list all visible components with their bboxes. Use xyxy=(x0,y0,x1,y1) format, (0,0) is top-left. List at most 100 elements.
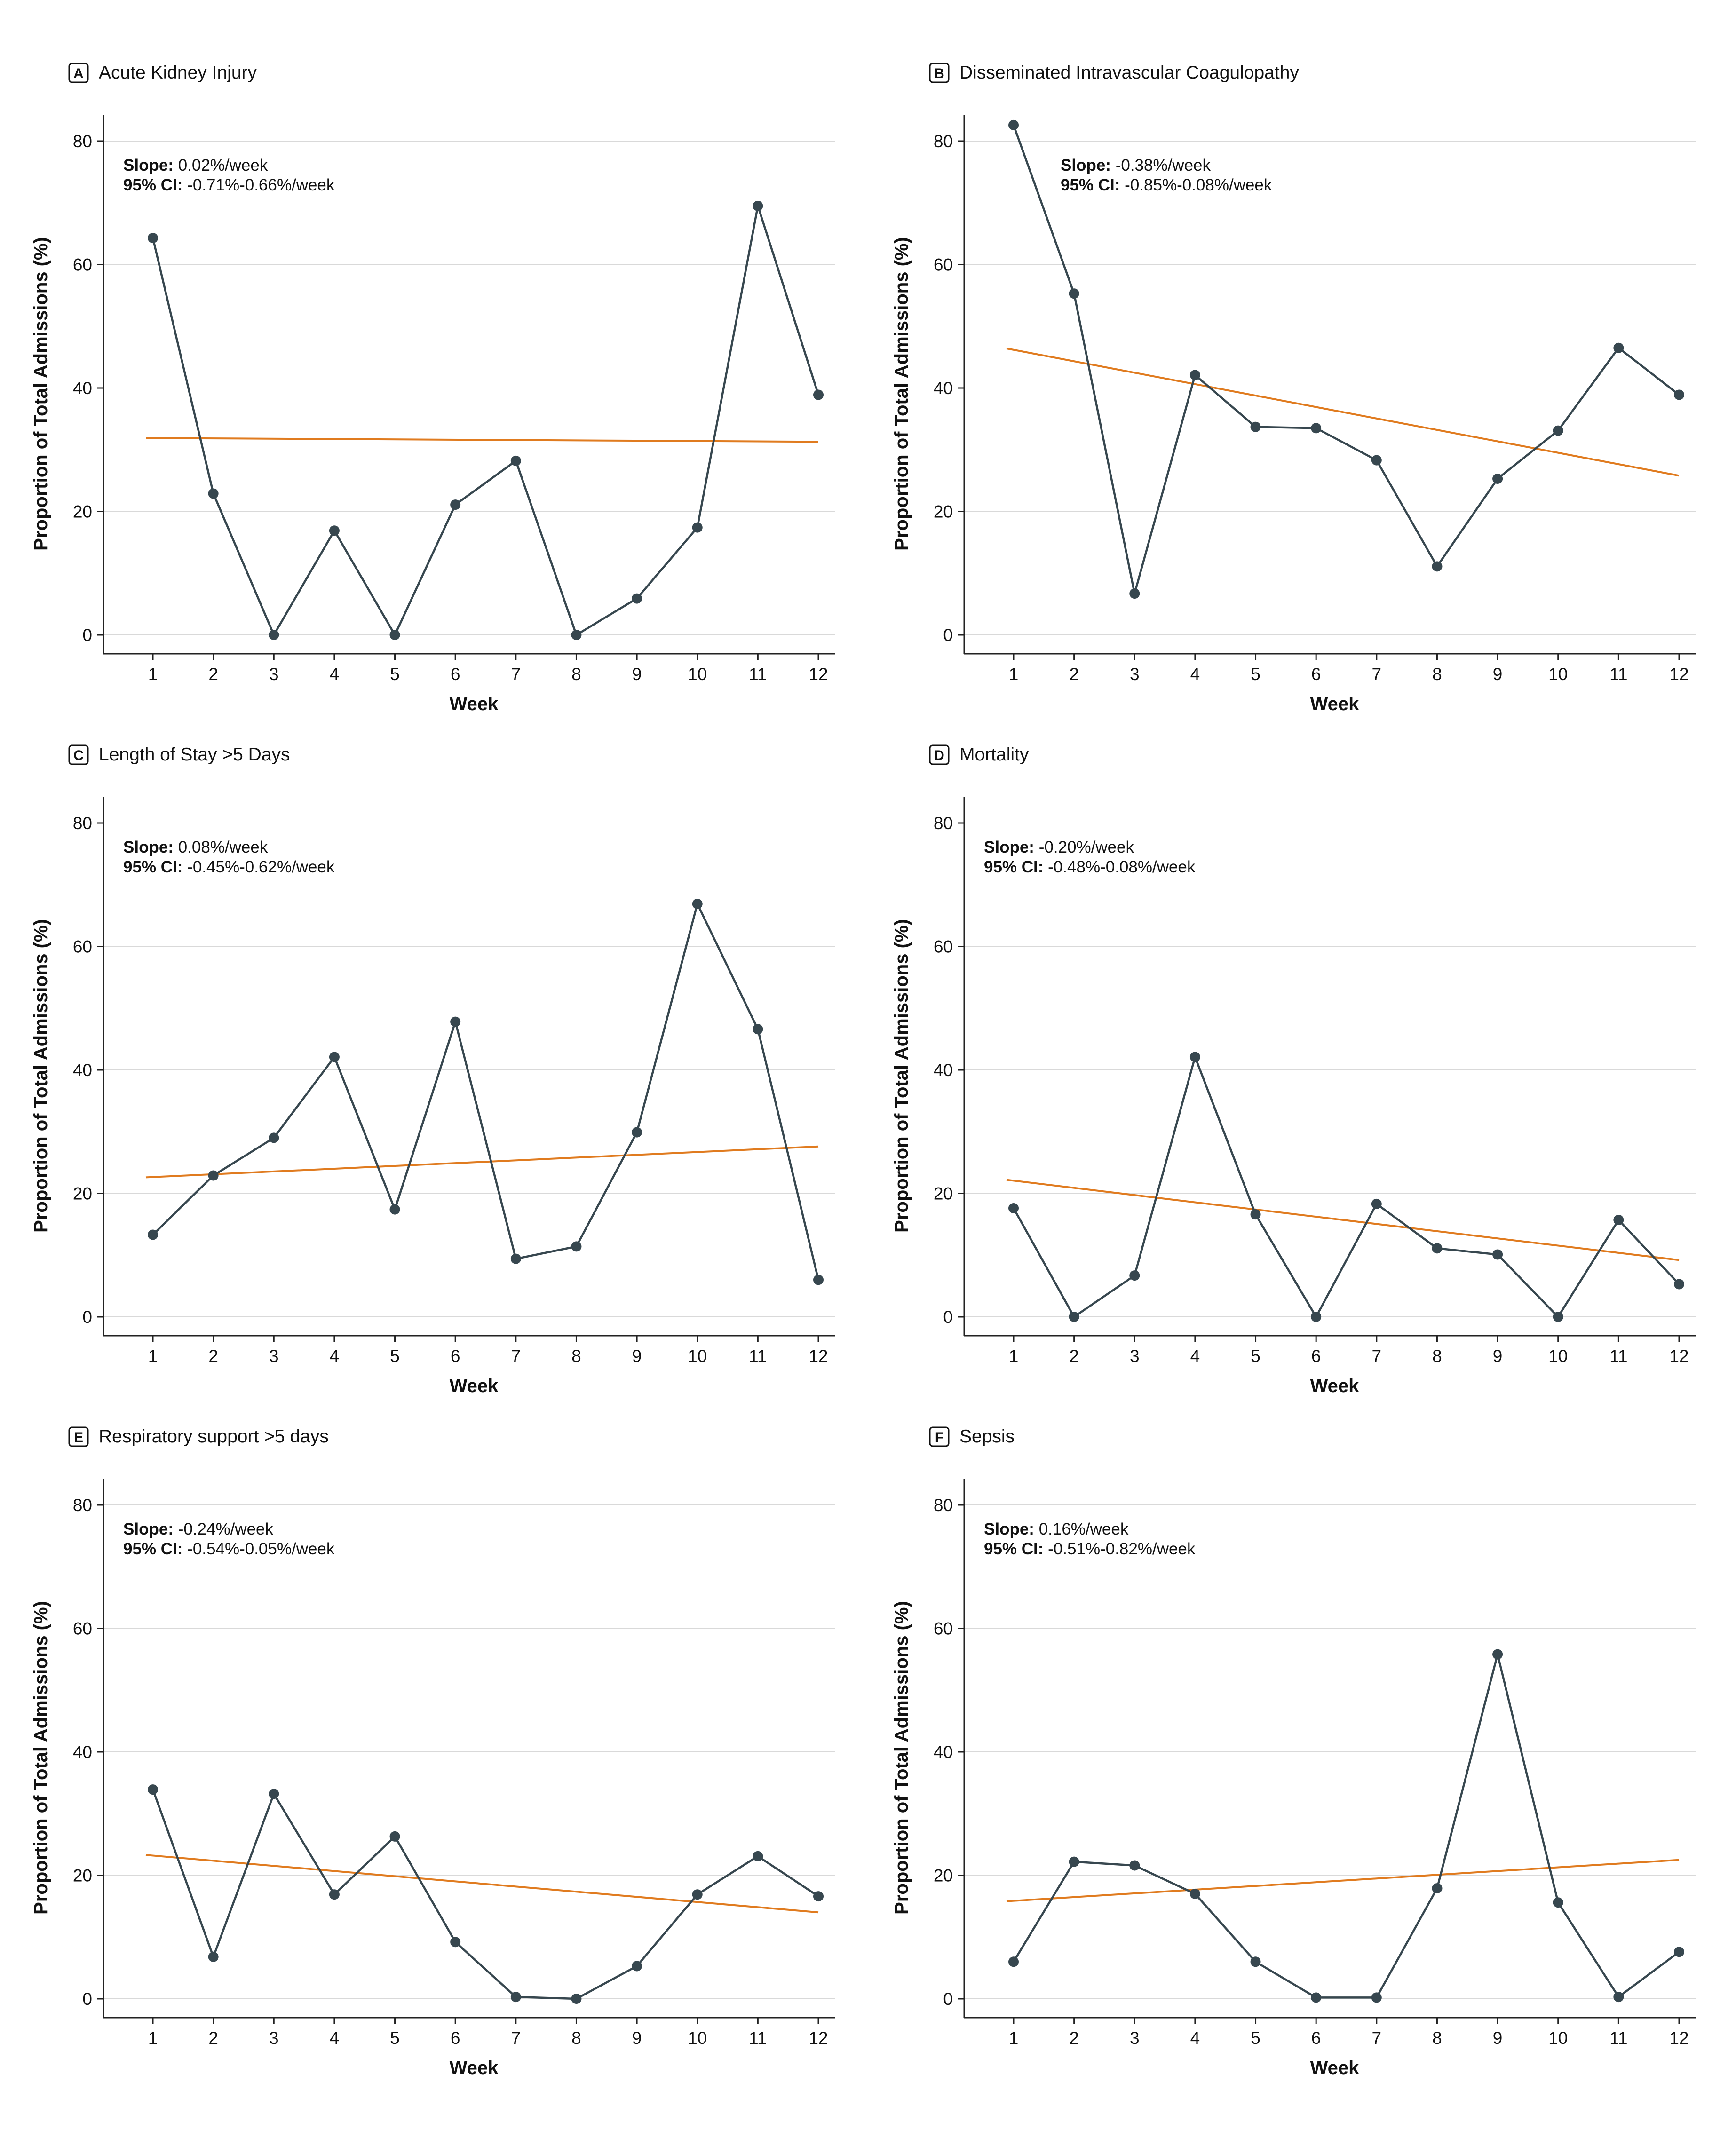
data-point xyxy=(1311,423,1322,434)
panel-letter: D xyxy=(934,748,944,763)
panel-title: Disseminated Intravascular Coagulopathy xyxy=(959,63,1299,83)
data-point xyxy=(389,1831,400,1842)
y-tick-label: 0 xyxy=(82,1307,92,1327)
ci-label: 95% CI: xyxy=(1061,176,1120,194)
slope-label: Slope: xyxy=(123,156,174,174)
x-tick-label: 12 xyxy=(1669,665,1688,684)
slope-annotation: Slope: 0.16%/week xyxy=(984,1520,1129,1538)
data-point xyxy=(1008,1956,1019,1967)
y-tick-label: 60 xyxy=(73,255,92,275)
data-point xyxy=(450,1016,461,1027)
x-axis-label: Week xyxy=(1310,2058,1360,2078)
data-point xyxy=(1008,119,1019,130)
data-point xyxy=(329,525,340,536)
data-point xyxy=(1069,1312,1079,1322)
slope-label: Slope: xyxy=(1061,156,1111,174)
x-tick-label: 5 xyxy=(390,665,400,684)
data-point xyxy=(571,630,582,640)
data-point xyxy=(1250,1956,1261,1967)
y-tick-label: 0 xyxy=(943,626,953,645)
x-tick-label: 11 xyxy=(1609,1346,1627,1366)
x-tick-label: 10 xyxy=(1548,665,1568,684)
ci-label: 95% CI: xyxy=(123,176,182,194)
data-point xyxy=(1129,1270,1140,1281)
y-tick-label: 80 xyxy=(934,1496,953,1515)
data-point xyxy=(1371,455,1382,466)
data-point xyxy=(269,630,279,640)
x-tick-label: 12 xyxy=(809,1346,828,1366)
y-tick-label: 20 xyxy=(934,1866,953,1885)
data-point xyxy=(450,499,461,510)
x-tick-label: 3 xyxy=(269,665,279,684)
x-tick-label: 8 xyxy=(571,1346,581,1366)
ci-annotation: 95% CI: -0.54%-0.05%/week xyxy=(123,1540,335,1558)
x-tick-label: 10 xyxy=(688,665,707,684)
y-tick-label: 60 xyxy=(934,937,953,957)
x-tick-label: 12 xyxy=(1669,2028,1688,2048)
slope-value: -0.24%/week xyxy=(178,1520,274,1538)
data-point xyxy=(1613,1214,1624,1225)
y-tick-label: 80 xyxy=(73,132,92,151)
ci-value: -0.45%-0.62%/week xyxy=(187,858,335,876)
data-point xyxy=(1674,389,1684,400)
data-point xyxy=(753,1024,763,1035)
data-point xyxy=(813,1275,824,1285)
x-tick-label: 6 xyxy=(451,2028,460,2048)
panel-title: Sepsis xyxy=(959,1426,1015,1447)
x-tick-label: 2 xyxy=(208,1346,218,1366)
y-axis-label: Proportion of Total Admissions (%) xyxy=(891,919,912,1233)
x-tick-label: 1 xyxy=(148,2028,158,2048)
x-tick-label: 5 xyxy=(390,2028,400,2048)
y-tick-label: 60 xyxy=(73,937,92,957)
y-tick-label: 60 xyxy=(934,255,953,275)
y-tick-label: 80 xyxy=(934,814,953,833)
x-axis-label: Week xyxy=(1310,694,1360,714)
data-point xyxy=(148,1784,158,1795)
trend-line xyxy=(145,437,819,443)
x-tick-label: 6 xyxy=(451,1346,460,1366)
x-tick-label: 11 xyxy=(749,2028,767,2048)
data-point xyxy=(1069,1856,1079,1867)
x-tick-label: 8 xyxy=(571,665,581,684)
data-point xyxy=(1553,1897,1563,1908)
ci-value: -0.51%-0.82%/week xyxy=(1048,1540,1196,1558)
data-point xyxy=(1432,1243,1443,1254)
data-point xyxy=(269,1132,279,1143)
slope-annotation: Slope: -0.24%/week xyxy=(123,1520,274,1538)
data-point xyxy=(632,593,642,604)
x-tick-label: 7 xyxy=(1372,2028,1382,2048)
panel-letter: F xyxy=(935,1430,943,1445)
slope-value: -0.38%/week xyxy=(1116,156,1211,174)
y-tick-label: 0 xyxy=(943,1989,953,2009)
x-tick-label: 1 xyxy=(148,665,158,684)
data-point xyxy=(148,233,158,244)
data-point xyxy=(1492,1249,1503,1260)
data-point xyxy=(269,1789,279,1799)
x-tick-label: 7 xyxy=(1372,665,1382,684)
data-point xyxy=(1492,473,1503,484)
slope-value: 0.02%/week xyxy=(178,156,268,174)
x-tick-label: 1 xyxy=(148,1346,158,1366)
slope-label: Slope: xyxy=(123,838,174,856)
trend-line xyxy=(145,1145,819,1179)
x-tick-label: 11 xyxy=(1609,2028,1627,2048)
x-tick-label: 5 xyxy=(1251,2028,1260,2048)
data-point xyxy=(1069,288,1079,299)
x-tick-label: 2 xyxy=(208,665,218,684)
x-tick-label: 7 xyxy=(511,665,521,684)
x-tick-label: 8 xyxy=(1432,665,1442,684)
x-tick-label: 7 xyxy=(511,1346,521,1366)
slope-value: 0.08%/week xyxy=(178,838,268,856)
series-line xyxy=(151,205,820,636)
x-tick-label: 10 xyxy=(1548,2028,1568,2048)
x-tick-label: 1 xyxy=(1009,665,1019,684)
panel-title: Length of Stay >5 Days xyxy=(99,744,290,765)
panel-letter-box xyxy=(929,744,950,765)
panel-title: Acute Kidney Injury xyxy=(99,63,257,83)
y-tick-label: 80 xyxy=(934,132,953,151)
y-tick-label: 0 xyxy=(82,1989,92,2009)
y-tick-label: 40 xyxy=(73,1742,92,1762)
